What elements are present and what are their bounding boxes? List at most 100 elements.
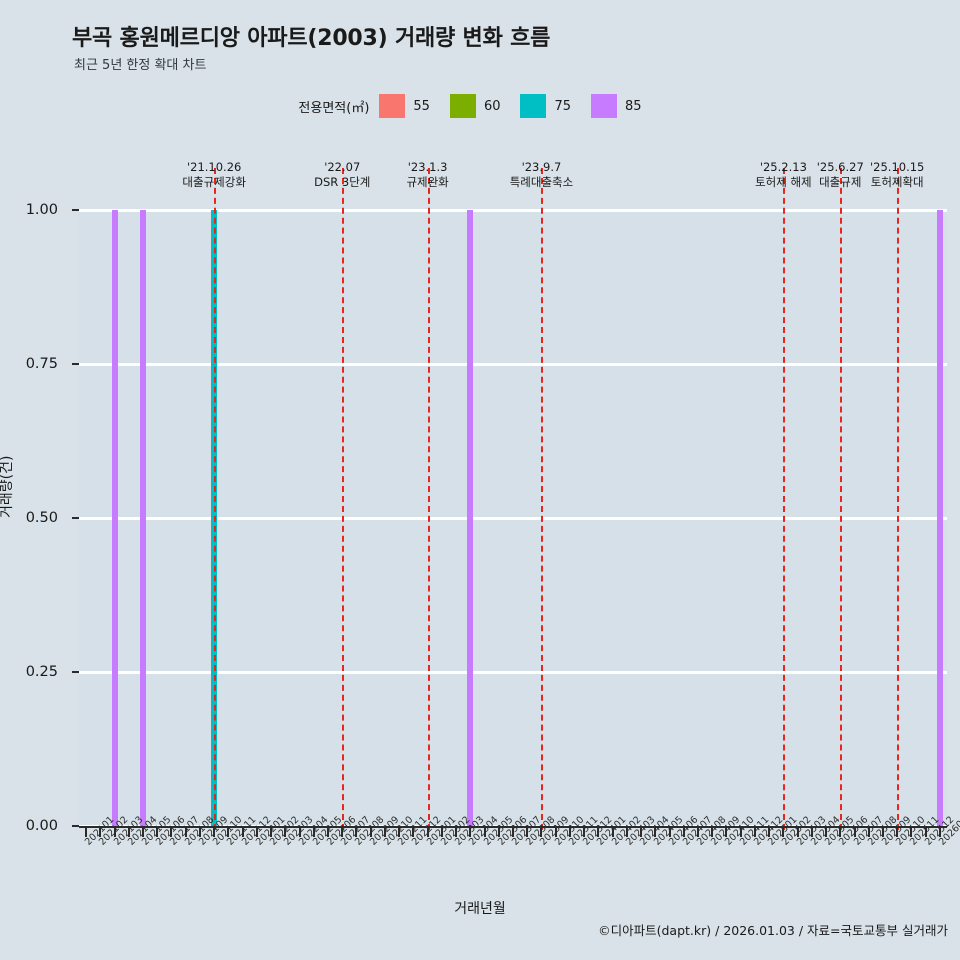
x-tick-mark [568, 828, 571, 837]
annotation-date: '23.9.7 [521, 160, 562, 174]
x-tick-mark [469, 828, 472, 837]
annotation-date: '23.1.3 [407, 160, 448, 174]
legend-items: 55 60 75 85 [379, 94, 661, 118]
bar[interactable] [936, 210, 943, 826]
annotation-line [840, 168, 843, 830]
y-axis-ticks: 0.00 0.25 0.50 0.75 1.00 [0, 202, 79, 834]
x-tick-mark [355, 828, 358, 837]
x-tick-mark [896, 828, 899, 837]
y-tick-label: 0.00 [25, 818, 58, 834]
x-tick-mark [284, 828, 287, 837]
x-tick-mark [910, 828, 913, 837]
y-tick-mark [72, 825, 79, 827]
x-tick-mark [867, 828, 870, 837]
annotation-date: '25.6.27 [816, 160, 864, 174]
x-tick-mark [85, 828, 88, 837]
gridline [79, 516, 947, 520]
y-tick-label: 0.25 [25, 664, 58, 680]
y-tick-mark [72, 209, 79, 211]
x-tick-mark [682, 828, 685, 837]
legend-item[interactable]: 60 [449, 94, 515, 118]
annotation-line [541, 168, 544, 830]
x-tick-mark [839, 828, 842, 837]
annotation-line [427, 168, 430, 830]
x-tick-mark [198, 828, 201, 837]
annotation-text: 토허제 해제 [755, 175, 812, 189]
page-title: 부곡 홍원메르디앙 아파트(2003) 거래량 변화 흐름 [72, 26, 551, 51]
x-tick-mark [383, 828, 386, 837]
legend-item[interactable]: 85 [591, 94, 656, 118]
x-tick-mark [938, 828, 941, 837]
x-tick-mark [540, 828, 543, 837]
y-tick-label: 1.00 [25, 202, 58, 218]
x-tick-mark [512, 828, 514, 837]
y-axis-title: 거래량(건) [0, 455, 15, 518]
annotation-text: DSR 3단계 [314, 175, 371, 189]
x-tick-mark [796, 828, 799, 837]
x-tick-mark [753, 828, 756, 837]
x-tick-mark [725, 828, 728, 837]
x-tick-mark [298, 828, 301, 837]
bar[interactable] [467, 210, 474, 826]
gridline [79, 362, 947, 366]
x-tick-mark [625, 828, 628, 837]
legend-label: 85 [625, 98, 642, 114]
x-tick-mark [768, 828, 771, 837]
x-tick-mark [341, 828, 344, 837]
annotation-label: '23.9.7 특례대출축소 [510, 160, 573, 190]
x-tick-mark [312, 828, 315, 837]
annotation-label: '23.1.3 규제완화 [406, 160, 448, 190]
x-tick-mark [142, 828, 145, 837]
annotation-date: '25.10.15 [870, 160, 925, 174]
x-tick-mark [270, 828, 273, 837]
gridline [79, 670, 947, 674]
legend-item[interactable]: 55 [379, 94, 444, 118]
gridline [79, 208, 947, 212]
x-tick-mark [711, 828, 714, 837]
x-axis-line [79, 826, 947, 828]
x-tick-mark [853, 828, 856, 837]
y-tick-label: 0.50 [25, 510, 58, 526]
x-tick-mark [483, 828, 486, 837]
x-tick-mark [327, 828, 330, 837]
page-subtitle: 최근 5년 한정 확대 차트 [74, 58, 207, 73]
x-tick-mark [654, 828, 657, 837]
annotation-date: '21.10.26 [186, 160, 242, 174]
bar[interactable] [140, 210, 147, 826]
x-tick-mark [825, 828, 828, 837]
x-tick-mark [924, 828, 927, 837]
bar[interactable] [111, 210, 118, 826]
x-tick-mark [170, 828, 173, 837]
x-axis-title: 거래년월 [454, 901, 506, 917]
legend-swatch-55 [379, 94, 406, 118]
x-tick-mark [213, 828, 216, 837]
annotation-line [897, 168, 900, 830]
annotation-line [342, 168, 345, 830]
x-tick-mark [184, 828, 187, 837]
x-tick-mark [739, 828, 742, 837]
plot-panel [79, 168, 947, 830]
legend-label: 55 [413, 98, 430, 114]
legend-label: 60 [483, 98, 501, 114]
legend-title: 전용면적(㎡) [298, 100, 370, 116]
legend-item[interactable]: 75 [520, 94, 585, 118]
annotation-label: '25.6.27 대출규제 [817, 160, 864, 190]
x-tick-mark [227, 828, 230, 837]
legend-label: 75 [554, 98, 572, 114]
x-tick-mark [455, 828, 458, 837]
x-tick-mark [668, 828, 671, 837]
x-tick-mark [369, 828, 372, 837]
x-tick-mark [810, 828, 813, 837]
legend-swatch-75 [520, 94, 547, 118]
annotation-text: 대출규제강화 [182, 175, 246, 189]
x-tick-mark [640, 828, 643, 837]
x-tick-mark [782, 828, 785, 837]
x-tick-mark [255, 828, 258, 837]
chart-caption: ©디아파트(dapt.kr) / 2026.01.03 / 자료=국토교통부 실… [598, 923, 948, 938]
y-tick-mark [72, 363, 79, 365]
x-tick-mark [497, 828, 500, 837]
y-tick-mark [72, 517, 79, 519]
x-tick-mark [526, 828, 529, 837]
x-tick-mark [241, 828, 244, 837]
